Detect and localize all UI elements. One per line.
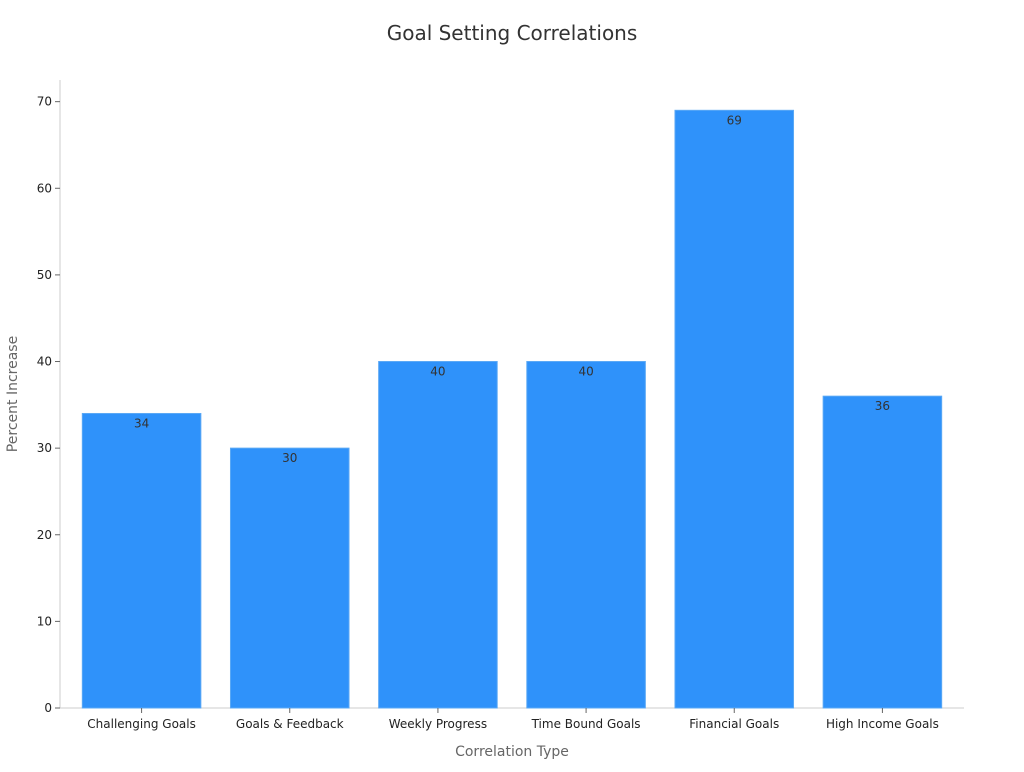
bar[interactable] <box>378 361 498 709</box>
x-tick-label: Weekly Progress <box>389 717 487 731</box>
x-axis-title: Correlation Type <box>455 744 569 760</box>
bar[interactable] <box>229 447 350 709</box>
y-axis-title: Percent Increase <box>5 336 21 452</box>
y-tick-label: 0 <box>44 701 52 715</box>
bar-value-label: 30 <box>282 451 297 465</box>
y-tick-label: 70 <box>37 95 52 109</box>
bar[interactable] <box>822 395 943 709</box>
y-tick-label: 10 <box>37 614 52 628</box>
bar[interactable] <box>526 361 646 709</box>
y-tick-label: 20 <box>37 528 52 542</box>
bar-value-label: 40 <box>578 365 593 379</box>
bar-value-label: 40 <box>430 365 445 379</box>
bar-value-label: 34 <box>134 416 149 430</box>
y-tick-label: 50 <box>37 268 52 282</box>
bar-value-label: 69 <box>727 113 742 127</box>
bar-value-label: 36 <box>875 399 890 413</box>
bars-group: 34 30 40 40 69 36 <box>81 109 943 709</box>
chart-title: Goal Setting Correlations <box>387 21 638 45</box>
x-tick-label: Financial Goals <box>689 717 779 731</box>
y-axis-ticks: 0 10 20 30 40 50 60 70 <box>37 95 60 715</box>
x-tick-label: Time Bound Goals <box>531 717 641 731</box>
y-tick-label: 40 <box>37 355 52 369</box>
x-tick-label: Goals & Feedback <box>236 717 344 731</box>
y-tick-label: 60 <box>37 181 52 195</box>
x-axis-ticks: Challenging Goals Goals & Feedback Weekly … <box>87 708 939 731</box>
bar[interactable] <box>81 412 202 709</box>
x-tick-label: Challenging Goals <box>87 717 196 731</box>
x-tick-label: High Income Goals <box>826 717 939 731</box>
y-tick-label: 30 <box>37 441 52 455</box>
bar[interactable] <box>674 109 795 709</box>
